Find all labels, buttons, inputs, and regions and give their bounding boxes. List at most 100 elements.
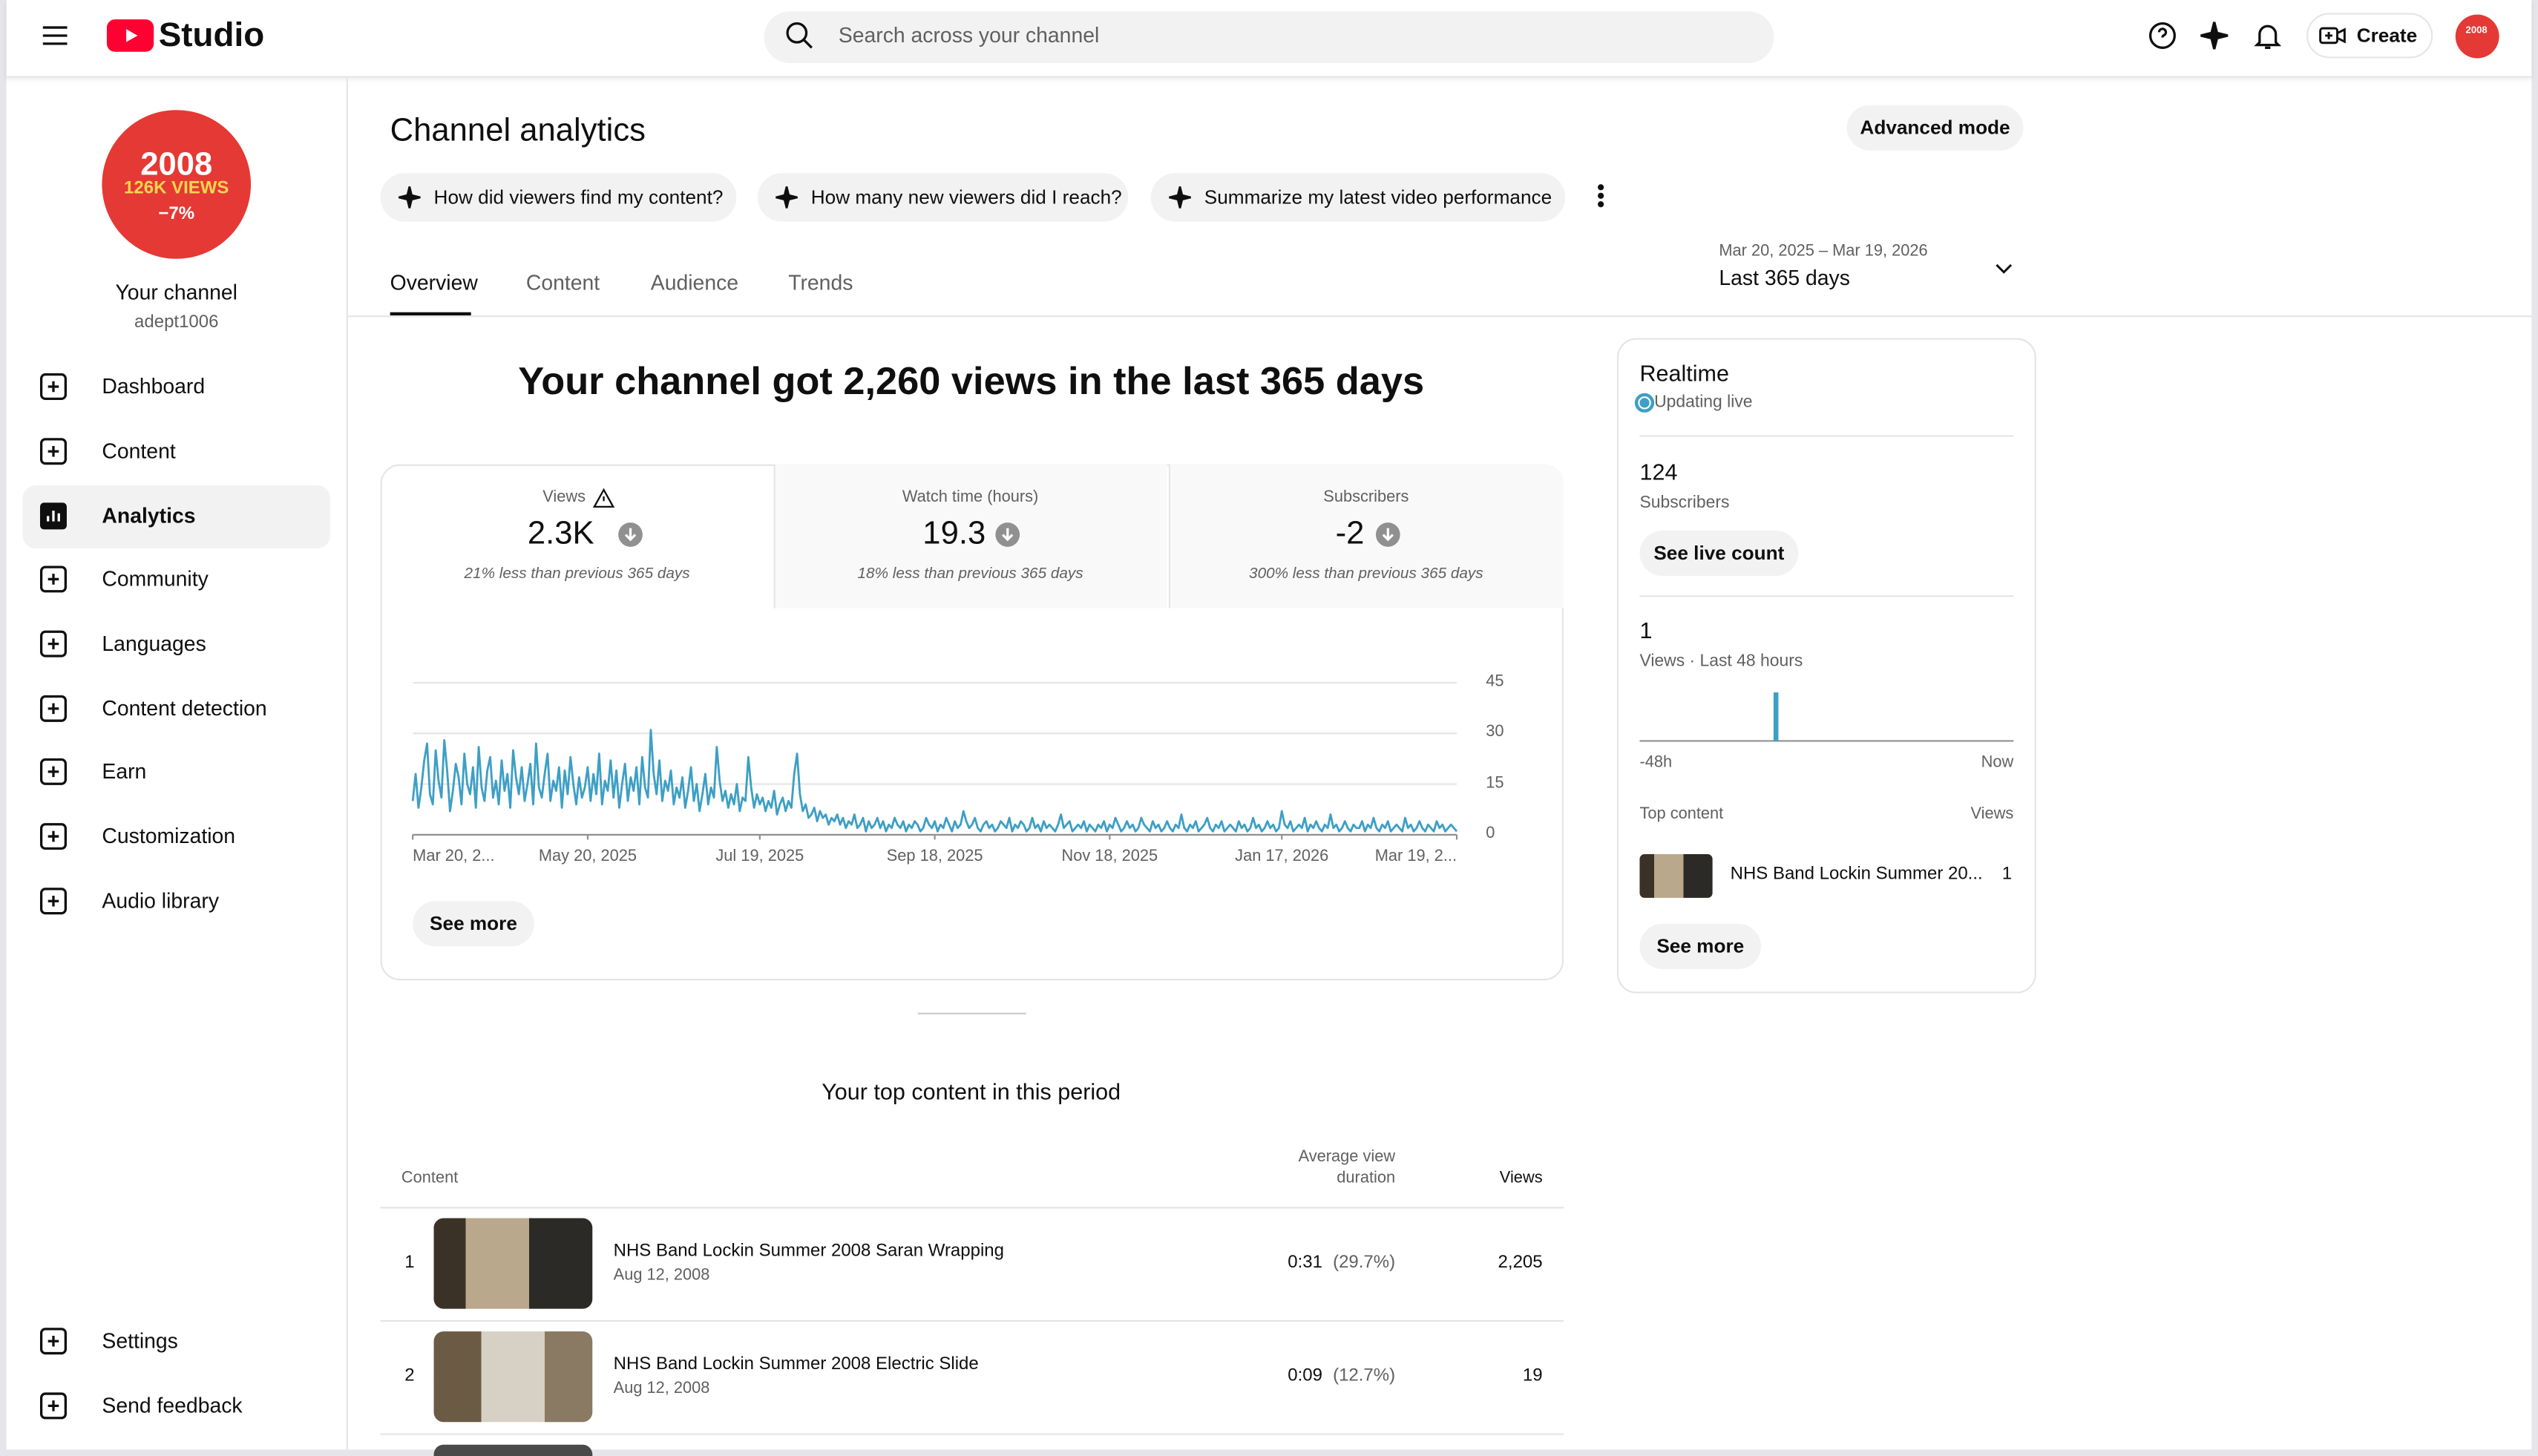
realtime-see-more[interactable]	[1639, 923, 1762, 969]
prompt-chip[interactable]	[380, 173, 737, 222]
realtime-x-start: -48h	[1639, 753, 1673, 772]
icon-shape	[1000, 528, 1013, 542]
nav-label: Content	[102, 439, 176, 463]
logo-mark	[106, 19, 154, 52]
icon-shape	[39, 888, 67, 915]
y-tick-label: 30	[1486, 724, 1504, 742]
icon-shape	[398, 186, 421, 209]
metric-cell[interactable]	[773, 464, 1167, 609]
row-views: 2,205	[1498, 1253, 1543, 1273]
prompt-chip[interactable]	[1150, 173, 1566, 222]
tab-indicator	[390, 312, 471, 316]
icon-shape	[592, 488, 615, 508]
icon-shape	[47, 766, 59, 778]
channel-handle: adept1006	[134, 312, 219, 332]
prompt-chip[interactable]	[757, 173, 1129, 222]
header-avatar[interactable]	[2455, 14, 2499, 59]
icon-shape	[39, 1392, 67, 1420]
icon-shape	[1382, 528, 1394, 542]
views-value: 1	[1639, 617, 1653, 643]
menu-icon	[39, 19, 71, 52]
tab[interactable]: Content	[525, 270, 600, 295]
realtime-thumbnail	[1639, 854, 1713, 898]
x-tick-label: Jul 19, 2025	[715, 847, 804, 866]
create-button[interactable]	[2306, 13, 2433, 59]
metric-label: Views	[542, 488, 586, 507]
row-views: 19	[1522, 1365, 1543, 1386]
icon-shape	[47, 895, 59, 907]
prompt-label: Summarize my latest video performance	[1204, 186, 1552, 209]
nav-icon	[37, 435, 70, 468]
icon-shape	[2254, 24, 2282, 49]
icon-shape	[592, 488, 615, 508]
icon-shape	[2148, 22, 2176, 49]
icon-shape	[776, 186, 798, 209]
col-duration: Average view	[1298, 1148, 1396, 1167]
nav-icon	[37, 755, 70, 788]
live-dot	[1634, 393, 1655, 413]
icon-shape	[1996, 263, 2013, 274]
icon-shape	[39, 373, 67, 401]
icon-shape	[398, 186, 421, 209]
metric-label: Subscribers	[1323, 488, 1409, 507]
icon-shape	[2148, 22, 2176, 49]
prompt-spark	[396, 185, 422, 211]
search-bar[interactable]	[764, 11, 1774, 64]
tab[interactable]: Trends	[788, 270, 853, 295]
nav-item-active[interactable]	[22, 485, 330, 549]
row-date: Aug 12, 2008	[613, 1266, 710, 1285]
icon-shape	[776, 186, 798, 209]
nav-label: Send feedback	[102, 1393, 243, 1418]
row-rank: 1	[404, 1253, 415, 1273]
icon-shape	[39, 438, 67, 465]
icon-shape	[126, 29, 138, 42]
tab[interactable]: Audience	[650, 270, 739, 295]
metric-label: Watch time (hours)	[902, 488, 1039, 507]
tab[interactable]: Overview	[390, 270, 478, 295]
row-divider	[380, 1319, 1564, 1322]
headline: Your channel got 2,260 views in the last…	[518, 360, 1425, 404]
channel-avatar[interactable]	[102, 110, 252, 259]
icon-shape	[1169, 186, 1191, 209]
date-range: Mar 20, 2025 – Mar 19, 2026	[1719, 243, 1928, 260]
prompt-spark	[774, 185, 800, 211]
icon-shape	[39, 758, 67, 785]
see-more-button[interactable]	[413, 901, 534, 947]
icon-shape	[1598, 192, 1604, 199]
period-chevron	[1990, 254, 2019, 283]
create-label: Create	[2356, 24, 2418, 47]
advanced-mode-button[interactable]	[1846, 105, 2024, 151]
avatar-line2: 126K VIEWS	[124, 178, 229, 198]
see-live-button[interactable]	[1639, 531, 1799, 577]
icon-shape	[1598, 201, 1604, 208]
nav-label: Earn	[102, 758, 147, 784]
nav-icon	[37, 885, 70, 917]
icon-shape	[2200, 22, 2229, 50]
icon-shape	[2157, 27, 2168, 44]
metric-note: 300% less than previous 365 days	[1249, 565, 1483, 583]
nav-label: Community	[102, 566, 209, 591]
realtime-divider	[1639, 435, 2014, 437]
x-tick-label: Sep 18, 2025	[886, 847, 983, 866]
metric-cell[interactable]	[1168, 464, 1564, 609]
icon-shape	[39, 630, 67, 658]
frame-right	[2531, 0, 2538, 1456]
spark-icon	[2198, 19, 2231, 52]
icon-shape	[42, 26, 68, 45]
icon-shape	[39, 373, 67, 401]
down-icon	[994, 522, 1020, 547]
x-tick-label: Mar 19, 2...	[1374, 847, 1457, 866]
warning-icon	[592, 487, 615, 510]
realtime-item-title: NHS Band Lockin Summer 20...	[1730, 865, 1983, 885]
realtime-card	[1616, 338, 2036, 994]
icon-shape	[47, 381, 59, 393]
icon-shape	[47, 830, 59, 842]
row-divider	[380, 1433, 1564, 1435]
top-views-label: Views	[1970, 805, 2014, 824]
nav-icon	[37, 820, 70, 853]
nav-icon	[37, 563, 70, 596]
icon-shape	[47, 574, 59, 585]
create-icon	[2318, 21, 2347, 50]
icon-shape	[1000, 528, 1013, 542]
subs-label: Subscribers	[1639, 493, 1730, 513]
